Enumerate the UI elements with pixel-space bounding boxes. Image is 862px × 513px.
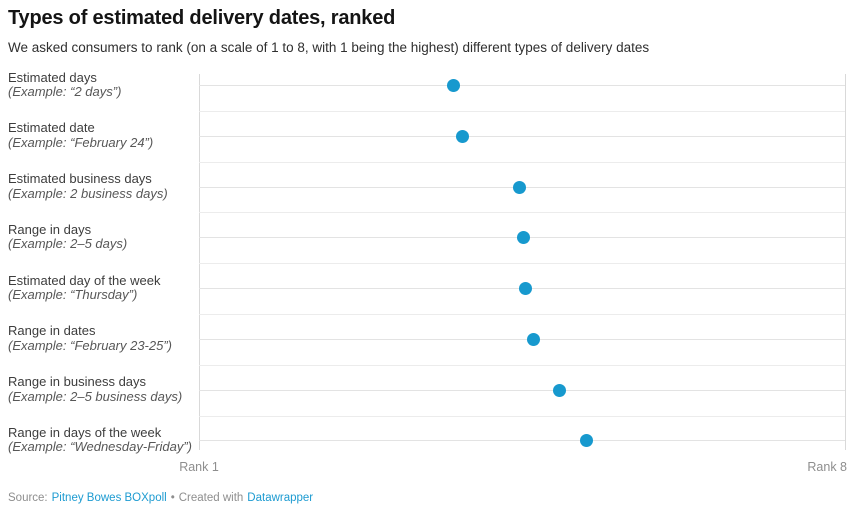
row-gridline [199,440,845,442]
row-gridline [199,85,845,86]
row-separator [199,415,845,417]
chart-title: Types of estimated delivery dates, ranke… [8,7,396,29]
row-label-group: Range in days (Example: 2–5 days) [8,221,194,252]
row-example: (Example: “February 24”) [8,134,154,150]
row-gridline [199,338,845,340]
created-with-label: Created with [178,492,244,504]
row-label-group: Estimated days (Example: “2 days”) [8,69,194,100]
row-separator [199,364,845,366]
row-label-group: Range in business days (Example: 2–5 busi… [8,375,194,404]
row-example: (Example: 2–5 business days) [8,388,183,404]
row-example: (Example: 2 business days) [8,185,168,201]
row-example: (Example: “Thursday”) [8,287,138,303]
row-label-group: Range in dates (Example: “February 23-25”… [8,324,194,353]
data-dot[interactable] [456,129,470,143]
row-separator [199,313,845,315]
data-dot[interactable] [517,231,531,245]
row-label: Estimated date [8,120,95,136]
row-label: Estimated day of the week [8,272,161,288]
row-label-group: Range in days of the week (Example: “Wedn… [8,424,194,455]
row-example: (Example: “2 days”) [8,84,122,99]
data-dot[interactable] [512,180,526,194]
row-separator [199,212,845,214]
row-separator [199,110,845,112]
data-dot[interactable] [553,383,567,397]
chart-subtitle: We asked consumers to rank (on a scale o… [8,40,650,55]
source-link[interactable]: Pitney Bowes BOXpoll [51,492,167,504]
row-gridline [199,135,845,137]
row-label-group: Estimated day of the week (Example: “Thur… [8,272,194,303]
axis-line-rank-8 [845,74,846,450]
row-separator [199,161,845,163]
row-label: Range in days of the week [8,424,162,440]
footer: Source: Pitney Bowes BOXpoll • Created w… [8,492,313,504]
datawrapper-link[interactable]: Datawrapper [247,492,314,504]
row-label-group: Estimated date (Example: “February 24”) [8,121,194,150]
row-label: Range in dates [8,323,96,339]
row-example: (Example: 2–5 days) [8,236,128,252]
footer-bullet: • [170,492,175,504]
row-label-group: Estimated business days (Example: 2 busin… [8,172,194,201]
source-label: Source: [8,492,48,504]
x-axis-label-max: Rank 8 [807,460,847,474]
row-separator [199,263,845,265]
data-dot[interactable] [580,434,594,448]
row-label: Estimated business days [8,171,152,187]
row-gridline [199,389,845,391]
axis-line-rank-1 [199,74,200,450]
row-label: Range in business days [8,374,147,390]
row-label: Estimated days [8,69,97,85]
row-example: (Example: “February 23-25”) [8,337,172,353]
data-dot[interactable] [527,332,541,346]
data-dot[interactable] [519,282,533,296]
row-example: (Example: “Wednesday-Friday”) [8,439,192,455]
data-dot[interactable] [447,79,461,92]
x-axis-label-min: Rank 1 [179,460,219,474]
row-label: Range in days [8,221,92,237]
